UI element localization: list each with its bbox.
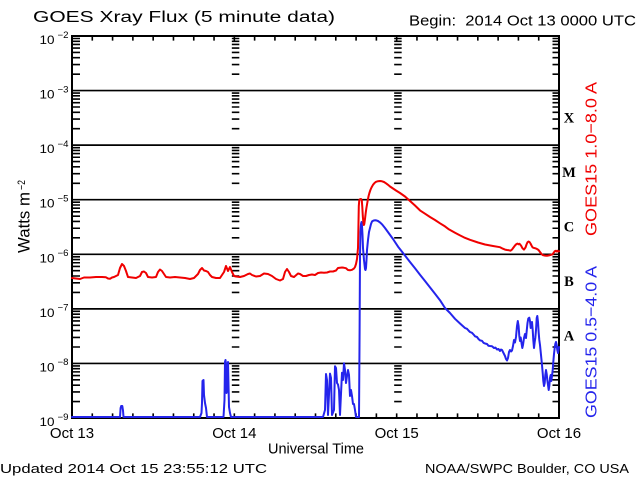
- svg-text:10: 10: [40, 143, 56, 156]
- svg-text:10: 10: [40, 34, 56, 47]
- svg-text:10: 10: [40, 361, 56, 374]
- svg-text:Oct 16: Oct 16: [537, 425, 581, 442]
- svg-text:Oct 14: Oct 14: [212, 425, 256, 442]
- svg-text:−8: −8: [58, 357, 69, 367]
- svg-text:NOAA/SWPC Boulder, CO USA: NOAA/SWPC Boulder, CO USA: [425, 462, 630, 476]
- svg-text:X: X: [564, 110, 575, 126]
- svg-text:−9: −9: [58, 412, 69, 422]
- svg-text:−2: −2: [16, 180, 28, 190]
- svg-text:−5: −5: [58, 194, 69, 204]
- svg-text:−6: −6: [58, 248, 69, 258]
- svg-text:M: M: [562, 165, 576, 181]
- svg-text:10: 10: [40, 198, 56, 211]
- svg-text:GOES15 0.5−4.0 A: GOES15 0.5−4.0 A: [584, 266, 601, 418]
- svg-text:Oct 13: Oct 13: [50, 425, 94, 442]
- svg-text:Oct 15: Oct 15: [375, 425, 419, 442]
- svg-text:10: 10: [40, 416, 56, 429]
- svg-text:10: 10: [40, 307, 56, 320]
- svg-text:GOES Xray Flux (5 minute data): GOES Xray Flux (5 minute data): [33, 9, 335, 26]
- svg-text:−3: −3: [58, 84, 69, 94]
- svg-text:10: 10: [40, 252, 56, 265]
- svg-text:B: B: [564, 274, 574, 290]
- svg-text:Universal Time: Universal Time: [268, 442, 364, 458]
- svg-text:Begin: 2014 Oct 13 0000 UTC: Begin: 2014 Oct 13 0000 UTC: [409, 13, 636, 30]
- svg-text:−4: −4: [58, 139, 69, 149]
- svg-text:−2: −2: [58, 30, 69, 40]
- svg-text:Updated 2014 Oct 15 23:55:12 U: Updated 2014 Oct 15 23:55:12 UTC: [0, 462, 267, 476]
- svg-text:A: A: [564, 329, 575, 345]
- svg-text:−7: −7: [58, 303, 69, 313]
- svg-text:10: 10: [40, 89, 56, 102]
- svg-text:GOES15 1.0−8.0 A: GOES15 1.0−8.0 A: [584, 82, 601, 236]
- svg-text:C: C: [564, 220, 574, 236]
- svg-text:Watts m: Watts m: [15, 192, 34, 253]
